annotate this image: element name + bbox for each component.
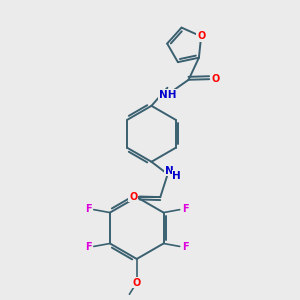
Text: O: O bbox=[212, 74, 220, 84]
Text: H: H bbox=[172, 171, 181, 181]
Text: F: F bbox=[85, 204, 92, 214]
Text: F: F bbox=[182, 204, 189, 214]
Text: O: O bbox=[197, 31, 205, 41]
Text: F: F bbox=[85, 242, 92, 253]
Text: F: F bbox=[182, 242, 189, 253]
Text: N: N bbox=[165, 166, 173, 176]
Text: NH: NH bbox=[159, 90, 176, 100]
Text: O: O bbox=[129, 191, 137, 202]
Text: O: O bbox=[133, 278, 141, 287]
